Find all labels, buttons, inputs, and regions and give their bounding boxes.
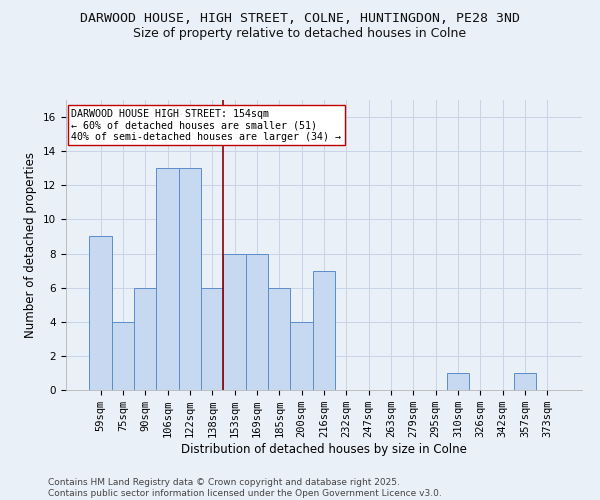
Bar	[268, 288, 290, 390]
Bar	[223, 254, 246, 390]
Text: Contains HM Land Registry data © Crown copyright and database right 2025.
Contai: Contains HM Land Registry data © Crown c…	[48, 478, 442, 498]
Text: Size of property relative to detached houses in Colne: Size of property relative to detached ho…	[133, 28, 467, 40]
Text: DARWOOD HOUSE, HIGH STREET, COLNE, HUNTINGDON, PE28 3ND: DARWOOD HOUSE, HIGH STREET, COLNE, HUNTI…	[80, 12, 520, 26]
Bar	[112, 322, 134, 390]
Bar	[179, 168, 201, 390]
Bar	[447, 373, 469, 390]
Y-axis label: Number of detached properties: Number of detached properties	[25, 152, 37, 338]
Bar	[201, 288, 223, 390]
Text: DARWOOD HOUSE HIGH STREET: 154sqm
← 60% of detached houses are smaller (51)
40% : DARWOOD HOUSE HIGH STREET: 154sqm ← 60% …	[71, 108, 341, 142]
Bar	[246, 254, 268, 390]
Bar	[157, 168, 179, 390]
X-axis label: Distribution of detached houses by size in Colne: Distribution of detached houses by size …	[181, 443, 467, 456]
Bar	[134, 288, 157, 390]
Bar	[313, 270, 335, 390]
Bar	[514, 373, 536, 390]
Bar	[89, 236, 112, 390]
Bar	[290, 322, 313, 390]
